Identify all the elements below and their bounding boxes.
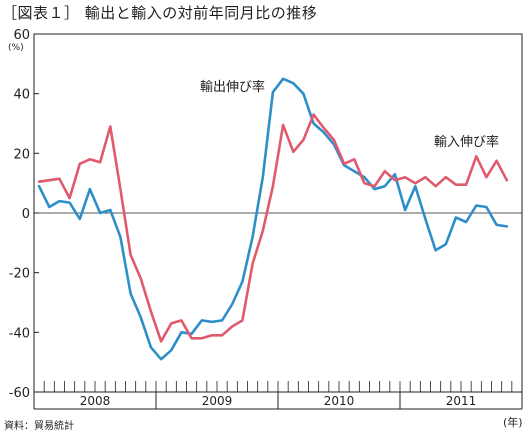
series-line-exports bbox=[37, 77, 509, 361]
y-axis-unit: (%) bbox=[8, 43, 24, 53]
series-line-imports bbox=[37, 113, 509, 343]
source-note: 資料：貿易統計 bbox=[4, 421, 74, 432]
y-tick-label: 60 bbox=[13, 28, 30, 43]
chart-title: ［図表１］ 輸出と輸入の対前年同月比の推移 bbox=[2, 4, 318, 22]
x-year-label: 2008 bbox=[80, 394, 111, 408]
y-tick-label: 40 bbox=[13, 88, 30, 103]
x-year-label: 2011 bbox=[446, 394, 477, 408]
x-year-label: 2009 bbox=[202, 394, 233, 408]
y-tick-label: -60 bbox=[9, 386, 30, 401]
y-tick-label: -20 bbox=[9, 267, 30, 282]
y-tick-label: 20 bbox=[13, 147, 30, 162]
y-tick-label: -40 bbox=[9, 326, 30, 341]
x-axis-unit: (年) bbox=[503, 416, 523, 429]
x-year-label: 2010 bbox=[324, 394, 355, 408]
label-exports: 輸出伸び率 bbox=[200, 79, 265, 95]
label-imports: 輸入伸び率 bbox=[434, 134, 499, 150]
y-tick-label: 0 bbox=[22, 207, 30, 222]
